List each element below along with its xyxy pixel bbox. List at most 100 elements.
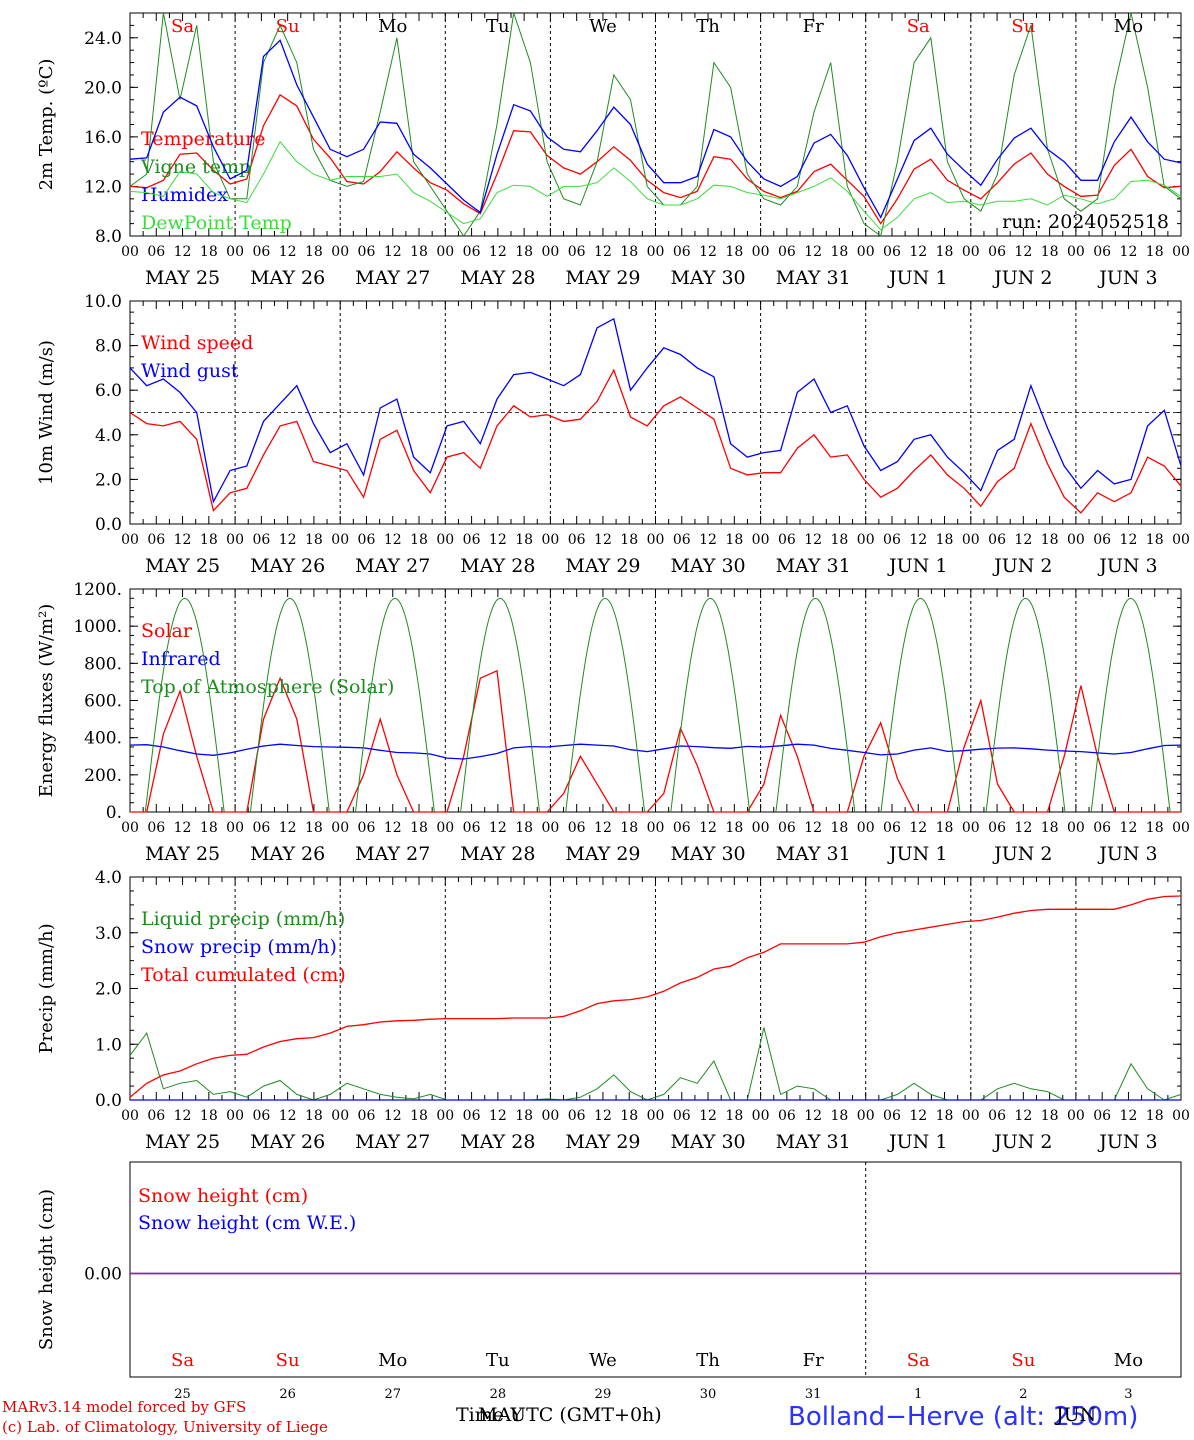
hour-tick-label-wind: 12 — [909, 532, 927, 548]
day-label-wind: JUN 2 — [992, 555, 1052, 577]
hour-tick-label-temp: 00 — [962, 244, 980, 260]
hour-tick-label-temp: 00 — [436, 244, 454, 260]
hour-tick-label-temp: 18 — [620, 244, 638, 260]
day-number-label: 1 — [914, 1387, 922, 1400]
day-label-energy: MAY 30 — [670, 843, 745, 865]
day-label-energy: MAY 31 — [776, 843, 851, 865]
day-label-temp: MAY 28 — [460, 267, 535, 289]
hour-tick-label-energy: 18 — [410, 820, 428, 836]
hour-tick-label-temp: 12 — [174, 244, 192, 260]
hour-tick-label-energy: 00 — [541, 820, 559, 836]
hour-tick-label-wind: 12 — [1014, 532, 1032, 548]
day-label-energy: MAY 27 — [355, 843, 430, 865]
panel-frame-energy — [129, 588, 1182, 813]
hour-tick-label-temp: 18 — [936, 244, 954, 260]
hour-tick-label-energy: 18 — [1146, 820, 1164, 836]
hour-tick-label-energy: 12 — [594, 820, 612, 836]
hour-tick-label-wind: 00 — [121, 532, 139, 548]
legend-precip-1: Snow precip (mm/h) — [141, 936, 337, 958]
weekday-label-bottom: Sa — [171, 1350, 194, 1371]
hour-tick-label-wind: 06 — [883, 532, 901, 548]
day-label-precip: MAY 31 — [776, 1131, 851, 1153]
day-label-wind: MAY 27 — [355, 555, 430, 577]
day-label-temp: JUN 1 — [887, 267, 947, 289]
hour-tick-label-precip: 00 — [331, 1108, 349, 1124]
y-tick-label-energy: 1200. — [73, 580, 122, 600]
day-label-temp: MAY 25 — [145, 267, 220, 289]
hour-tick-label-temp: 12 — [594, 244, 612, 260]
weekday-label-top: Sa — [171, 16, 194, 37]
hour-tick-label-temp: 00 — [752, 244, 770, 260]
bottom-month-may: MAY — [478, 1404, 523, 1426]
hour-tick-label-temp: 18 — [831, 244, 849, 260]
y-tick-label-temp: 16.0 — [84, 128, 122, 148]
hour-tick-label-precip: 06 — [883, 1108, 901, 1124]
legend-snow-0: Snow height (cm) — [138, 1185, 308, 1207]
hour-tick-label-temp: 06 — [778, 244, 796, 260]
hour-tick-label-energy: 00 — [1172, 820, 1190, 836]
series-line-toa — [565, 597, 646, 813]
day-label-temp: MAY 30 — [670, 267, 745, 289]
day-label-energy: JUN 1 — [887, 843, 947, 865]
hour-tick-label-wind: 12 — [489, 532, 507, 548]
hour-tick-label-precip: 06 — [778, 1108, 796, 1124]
hour-tick-label-energy: 18 — [620, 820, 638, 836]
hour-tick-label-precip: 06 — [673, 1108, 691, 1124]
hour-tick-label-temp: 06 — [358, 244, 376, 260]
weekday-label-bottom: Mo — [1114, 1350, 1143, 1371]
day-label-wind: MAY 30 — [670, 555, 745, 577]
hour-tick-label-temp: 00 — [541, 244, 559, 260]
legend-temp-2: Humidex — [141, 184, 228, 206]
day-label-temp: JUN 3 — [1097, 267, 1157, 289]
hour-tick-label-temp: 18 — [1041, 244, 1059, 260]
day-label-precip: MAY 25 — [145, 1131, 220, 1153]
hour-tick-label-wind: 18 — [1041, 532, 1059, 548]
hour-tick-label-precip: 00 — [436, 1108, 454, 1124]
hour-tick-label-energy: 00 — [226, 820, 244, 836]
y-tick-label-temp: 24.0 — [84, 29, 122, 49]
hour-tick-label-precip: 06 — [358, 1108, 376, 1124]
hour-tick-label-wind: 06 — [673, 532, 691, 548]
series-line-toa — [775, 597, 856, 813]
hour-tick-label-wind: 18 — [410, 532, 428, 548]
hour-tick-label-wind: 06 — [778, 532, 796, 548]
series-line-wind-0 — [129, 368, 1182, 514]
hour-tick-label-temp: 06 — [252, 244, 270, 260]
day-label-precip: JUN 1 — [887, 1131, 947, 1153]
legend-temp-1: Vigne temp — [140, 156, 251, 178]
hour-tick-label-wind: 00 — [752, 532, 770, 548]
hour-tick-label-precip: 00 — [1172, 1108, 1190, 1124]
series-line-temp-3 — [129, 140, 1182, 231]
y-tick-label-wind: 8.0 — [95, 337, 122, 357]
y-axis-title-precip: Precip (mm/h) — [36, 923, 57, 1053]
legend-energy-0: Solar — [141, 620, 193, 642]
hour-tick-label-wind: 00 — [331, 532, 349, 548]
hour-tick-label-wind: 18 — [620, 532, 638, 548]
hour-tick-label-wind: 06 — [358, 532, 376, 548]
weekday-label-bottom: Su — [1011, 1350, 1035, 1371]
hour-tick-label-temp: 12 — [804, 244, 822, 260]
series-line-toa — [1090, 597, 1171, 813]
hour-tick-label-precip: 12 — [804, 1108, 822, 1124]
hour-tick-label-energy: 06 — [673, 820, 691, 836]
hour-tick-label-energy: 18 — [1041, 820, 1059, 836]
hour-tick-label-temp: 06 — [568, 244, 586, 260]
hour-tick-label-precip: 12 — [384, 1108, 402, 1124]
weekday-label-bottom: Th — [696, 1350, 720, 1371]
hour-tick-label-temp: 00 — [121, 244, 139, 260]
hour-tick-label-precip: 06 — [463, 1108, 481, 1124]
day-number-label: 26 — [279, 1387, 296, 1400]
hour-tick-label-precip: 00 — [962, 1108, 980, 1124]
hour-tick-label-precip: 12 — [1014, 1108, 1032, 1124]
weekday-label-top: Mo — [378, 16, 407, 37]
weekday-label-bottom: Sa — [907, 1350, 930, 1371]
hour-tick-label-wind: 18 — [1146, 532, 1164, 548]
series-line-toa — [249, 597, 330, 813]
day-label-wind: MAY 26 — [250, 555, 325, 577]
hour-tick-label-precip: 00 — [752, 1108, 770, 1124]
hour-tick-label-temp: 18 — [410, 244, 428, 260]
hour-tick-label-energy: 12 — [804, 820, 822, 836]
weekday-label-bottom: Su — [276, 1350, 300, 1371]
hour-tick-label-energy: 06 — [252, 820, 270, 836]
y-tick-label-precip: 1.0 — [95, 1035, 122, 1055]
